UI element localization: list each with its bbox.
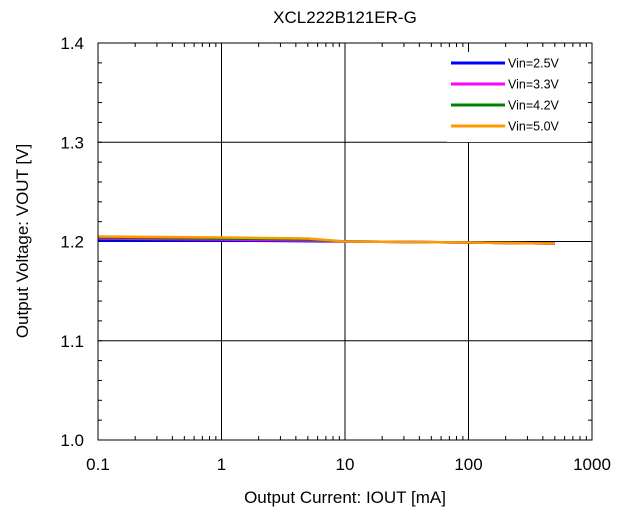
legend-label: Vin=4.2V	[508, 99, 560, 113]
x-axis-label: Output Current: IOUT [mA]	[244, 488, 446, 507]
legend-label: Vin=3.3V	[508, 78, 560, 92]
y-tick-label: 1.4	[60, 34, 84, 53]
minor-ticks	[98, 42, 592, 441]
series-lines	[97, 235, 555, 245]
y-tick-labels: 1.0 1.1 1.2 1.3 1.4	[60, 34, 84, 450]
x-tick-label: 100	[454, 455, 482, 474]
legend-label: Vin=5.0V	[508, 120, 560, 134]
x-tick-label: 1	[217, 455, 226, 474]
x-tick-label: 0.1	[86, 455, 110, 474]
legend: Vin=2.5V Vin=3.3V Vin=4.2V Vin=5.0V	[447, 52, 587, 142]
series-line-vin-5-0v	[97, 235, 555, 245]
y-tick-label: 1.1	[60, 332, 84, 351]
chart-title: XCL222B121ER-G	[273, 8, 417, 27]
y-tick-label: 1.0	[60, 431, 84, 450]
x-tick-label: 1000	[573, 455, 611, 474]
y-axis-label: Output Voltage: VOUT [V]	[13, 144, 32, 338]
legend-label: Vin=2.5V	[508, 57, 560, 71]
x-tick-label: 10	[336, 455, 355, 474]
y-tick-label: 1.3	[60, 133, 84, 152]
x-tick-labels: 0.1 1 10 100 1000	[86, 455, 611, 474]
plot-frame	[97, 42, 593, 441]
y-tick-label: 1.2	[60, 233, 84, 252]
